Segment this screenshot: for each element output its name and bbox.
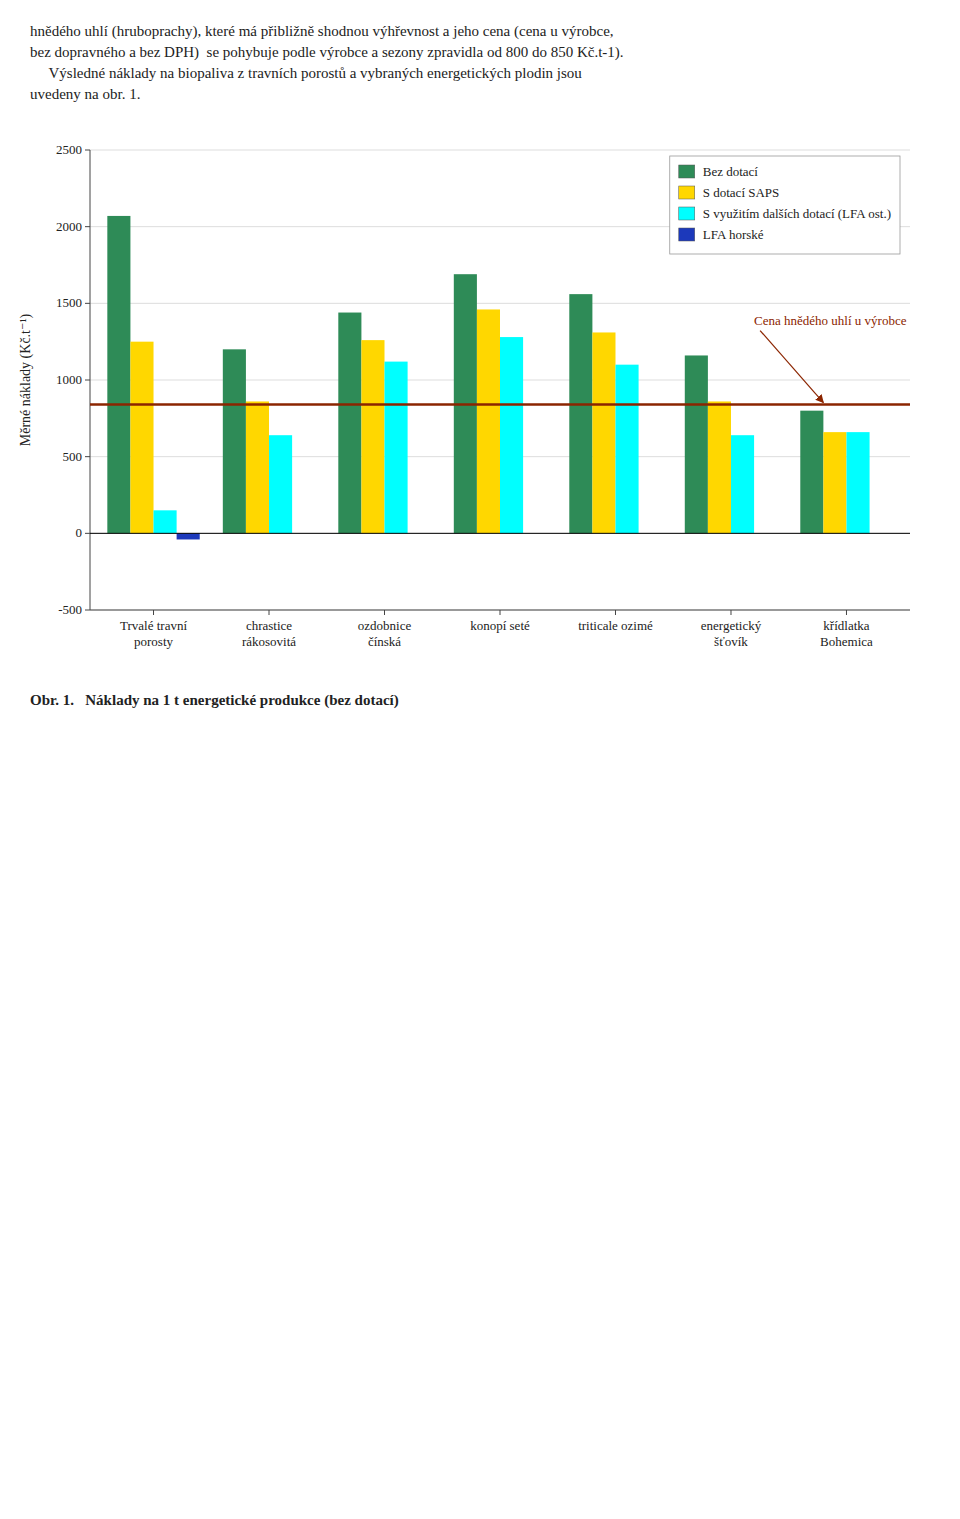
y-tick-label: 2000 xyxy=(56,219,82,234)
bar xyxy=(846,432,869,533)
bar xyxy=(800,411,823,534)
y-tick-label: 0 xyxy=(76,525,83,540)
bar xyxy=(130,342,153,534)
x-tick-label: energetickýšťovík xyxy=(701,618,762,649)
legend-label: S dotací SAPS xyxy=(703,185,780,200)
bar xyxy=(708,401,731,533)
grid-line xyxy=(90,533,910,534)
x-tick xyxy=(500,610,501,615)
y-tick xyxy=(85,303,90,304)
header-text: hnědého uhlí (hruboprachy), které má při… xyxy=(30,23,614,40)
y-axis-label: Měrné náklady (Kč.t⁻¹) xyxy=(18,313,34,446)
legend-label: S využitím dalších dotací (LFA ost.) xyxy=(703,206,891,221)
bar xyxy=(569,294,592,533)
legend-label: LFA horské xyxy=(703,227,764,242)
y-tick xyxy=(85,533,90,534)
bar xyxy=(338,313,361,534)
x-tick-label: křídlatkaBohemica xyxy=(820,618,873,649)
bar xyxy=(731,435,754,533)
bar xyxy=(385,362,408,534)
bar xyxy=(269,435,292,533)
y-tick xyxy=(85,226,90,227)
y-tick-label: 2500 xyxy=(56,142,82,157)
reference-line xyxy=(90,403,910,406)
annotation-text: Cena hnědého uhlí u výrobce xyxy=(754,313,907,328)
header-text: Výsledné náklady na biopaliva z travních… xyxy=(30,65,582,81)
x-tick xyxy=(384,610,385,615)
bar xyxy=(500,337,523,533)
x-tick xyxy=(615,610,616,615)
x-tick xyxy=(846,610,847,615)
y-tick-label: 500 xyxy=(63,449,83,464)
x-tick xyxy=(153,610,154,615)
legend-swatch xyxy=(679,207,695,220)
zero-line xyxy=(90,533,910,534)
bar xyxy=(107,216,130,533)
y-tick xyxy=(85,456,90,457)
legend-swatch xyxy=(679,165,695,178)
y-tick-label: 1500 xyxy=(56,295,82,310)
y-tick xyxy=(85,150,90,151)
annotation-arrow xyxy=(760,331,823,403)
y-tick xyxy=(85,380,90,381)
bar xyxy=(223,349,246,533)
y-axis xyxy=(90,150,91,610)
y-tick-label: -500 xyxy=(58,602,82,617)
x-tick-label: konopí seté xyxy=(470,618,530,633)
bar xyxy=(361,340,384,533)
chart-page: hnědého uhlí (hruboprachy), které má při… xyxy=(0,0,960,1519)
y-tick xyxy=(85,610,90,611)
bar xyxy=(477,309,500,533)
bar xyxy=(154,510,177,533)
legend: Bez dotací S dotací SAPS S využitím dalšíc… xyxy=(670,156,900,254)
bar xyxy=(246,401,269,533)
x-tick-label: chrasticerákosovitá xyxy=(242,618,296,649)
bar xyxy=(823,432,846,533)
x-tick xyxy=(730,610,731,615)
legend-swatch xyxy=(679,186,695,199)
x-tick-label: triticale ozimé xyxy=(578,618,653,633)
legend-frame xyxy=(670,156,900,254)
bar xyxy=(685,355,708,533)
caption: Obr. 1. Náklady na 1 t energetické produ… xyxy=(30,692,399,709)
y-tick-label: 1000 xyxy=(56,372,82,387)
grid-line xyxy=(90,150,910,151)
x-tick-label: ozdobnicečínská xyxy=(358,618,412,649)
x-tick xyxy=(269,610,270,615)
legend-swatch xyxy=(679,228,695,241)
header-text: uvedeny na obr. 1. xyxy=(30,86,140,102)
bars xyxy=(107,216,869,540)
bar xyxy=(615,365,638,534)
x-tick-label: Trvalé travníporosty xyxy=(120,618,187,649)
legend-label: Bez dotací xyxy=(703,164,759,179)
bar xyxy=(592,332,615,533)
header-text: bez dopravného a bez DPH) se pohybuje po… xyxy=(30,44,624,61)
grid-line xyxy=(90,303,910,304)
bar xyxy=(177,533,200,539)
